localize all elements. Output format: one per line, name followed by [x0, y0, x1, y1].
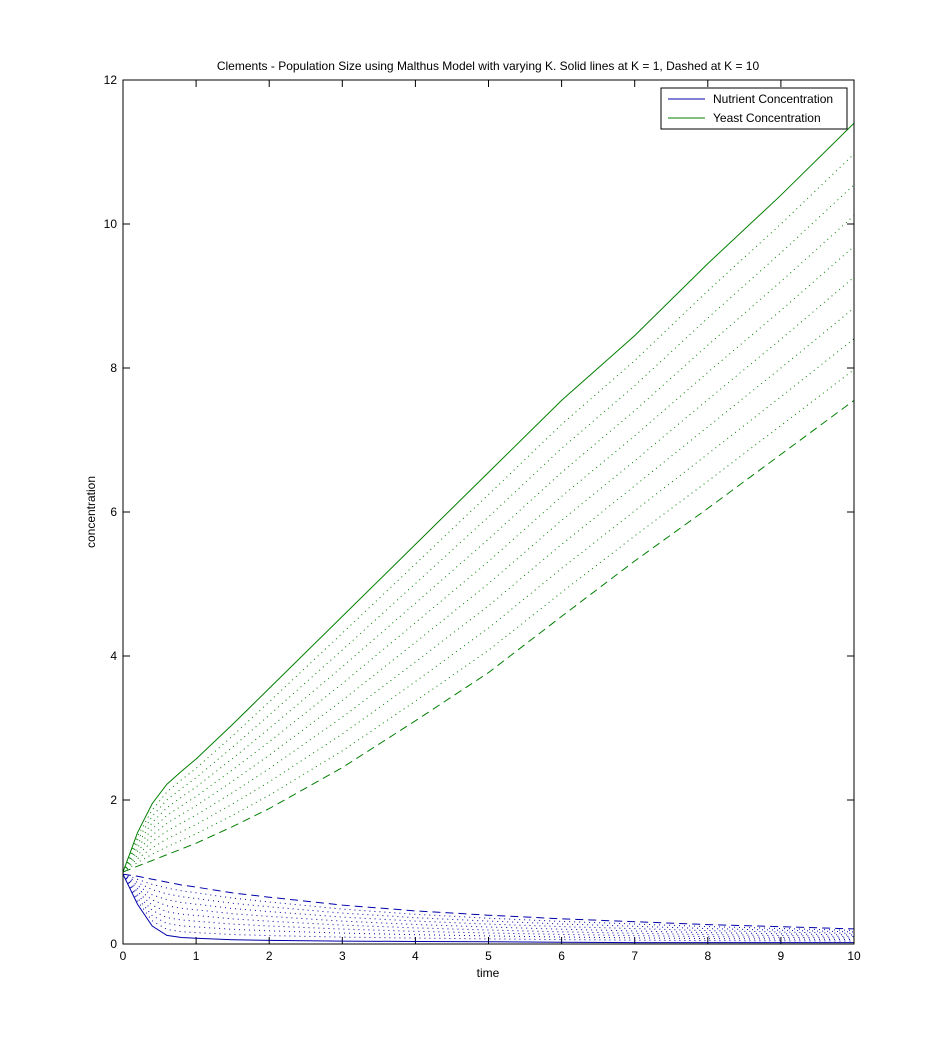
x-tick-label: 7 [631, 949, 638, 963]
x-tick-label: 1 [193, 949, 200, 963]
x-tick-label: 9 [778, 949, 785, 963]
legend: Nutrient Concentration Yeast Concentrati… [660, 87, 848, 130]
legend-box [660, 87, 848, 130]
yeast-intermediate-k-line [122, 153, 855, 873]
y-axis-label: concentration [84, 476, 98, 548]
x-tick-labels: 0 1 2 3 4 5 6 7 8 9 10 [120, 949, 861, 963]
x-tick-label: 8 [704, 949, 711, 963]
x-tick-label: 3 [339, 949, 346, 963]
y-tick-label: 10 [104, 217, 118, 231]
nutrient-intermediate-k-line [122, 873, 855, 937]
yeast-line-k1 [122, 122, 855, 873]
x-axis-label: time [477, 966, 500, 980]
y-tick-label: 0 [110, 937, 117, 951]
legend-label-nutrient: Nutrient Concentration [713, 92, 833, 106]
yeast-intermediate-k-line [122, 215, 855, 873]
parameter-sweep-lines [122, 153, 855, 942]
y-tick-label: 4 [110, 649, 117, 663]
nutrient-intermediate-k-line [122, 873, 855, 933]
legend-label-yeast: Yeast Concentration [713, 111, 821, 125]
x-tick-label: 0 [120, 949, 127, 963]
nutrient-intermediate-k-line [122, 873, 855, 934]
y-tick-label: 6 [110, 505, 117, 519]
y-tick-label: 12 [104, 73, 118, 87]
y-tick-label: 2 [110, 793, 117, 807]
x-tick-label: 5 [485, 949, 492, 963]
nutrient-line-k1 [122, 873, 854, 944]
chart-title: Clements - Population Size using Malthus… [217, 59, 760, 73]
x-tick-label: 2 [266, 949, 273, 963]
nutrient-line-k10 [122, 873, 855, 930]
y-tick-label: 8 [110, 361, 117, 375]
yeast-line-k10 [122, 399, 855, 873]
plot-frame [122, 79, 855, 945]
x-tick-label: 4 [412, 949, 419, 963]
plot-area [123, 80, 854, 944]
nutrient-intermediate-k-line [122, 873, 855, 936]
x-tick-label: 10 [847, 949, 861, 963]
series-lines [122, 122, 855, 944]
x-tick-label: 6 [558, 949, 565, 963]
y-tick-labels: 0 2 4 6 8 10 12 [104, 73, 118, 951]
